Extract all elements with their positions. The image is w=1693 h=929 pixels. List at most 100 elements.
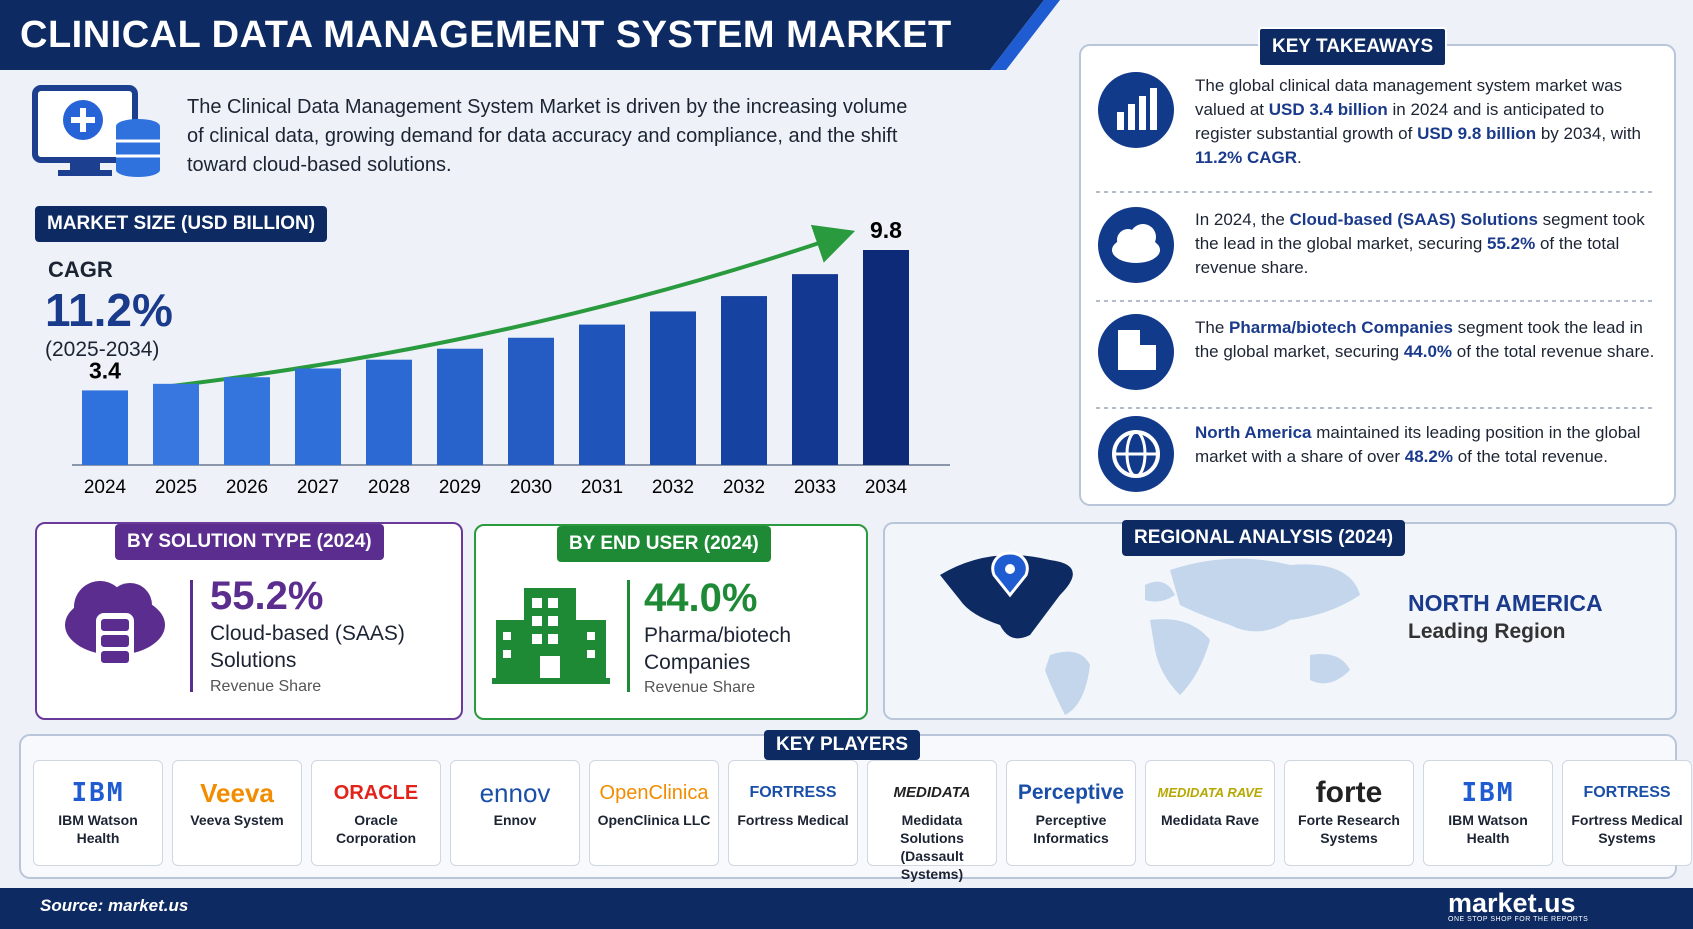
solution-sub: Revenue Share bbox=[210, 678, 322, 695]
bar bbox=[224, 377, 270, 465]
player-logo: ennov bbox=[479, 778, 551, 808]
player-logo: Veeva bbox=[200, 778, 274, 808]
player-name: Perceptive Informatics bbox=[1033, 812, 1109, 846]
text: of the total revenue. bbox=[1452, 447, 1608, 466]
end-user-sub: Revenue Share bbox=[644, 679, 756, 696]
player-card: ORACLE Oracle Corporation bbox=[311, 760, 441, 866]
solution-share: 55.2% bbox=[210, 574, 324, 618]
player-logo: FORTRESS bbox=[749, 784, 837, 801]
cagr-value: 11.2% bbox=[45, 284, 173, 336]
player-name: Medidata Solutions (Dassault Systems) bbox=[900, 812, 964, 882]
player-logo: Perceptive bbox=[1017, 781, 1125, 804]
player-logo: forte bbox=[1315, 776, 1383, 809]
player-card: IBM IBM Watson Health bbox=[1423, 760, 1553, 866]
highlight: Pharma/biotech Companies bbox=[1229, 318, 1453, 337]
x-tick-label: 2025 bbox=[155, 477, 197, 498]
text: in 2024 and is anticipated to register s… bbox=[1195, 100, 1605, 143]
cloud-db-icon bbox=[65, 581, 165, 668]
player-logo: OpenClinica bbox=[599, 782, 709, 804]
regional-sub: Leading Region bbox=[1408, 620, 1566, 643]
text: . bbox=[1297, 148, 1302, 167]
takeaway: The global clinical data management syst… bbox=[1195, 74, 1660, 170]
player-card: Perceptive Perceptive Informatics bbox=[1006, 760, 1136, 866]
bar bbox=[366, 359, 412, 465]
highlight: North America bbox=[1195, 423, 1312, 442]
brand: market.us bbox=[1448, 888, 1576, 918]
bar bbox=[508, 337, 554, 465]
takeaway: In 2024, the Cloud-based (SAAS) Solution… bbox=[1195, 208, 1660, 280]
end-user-title: BY END USER (2024) bbox=[557, 526, 771, 562]
player-name: Medidata Rave bbox=[1160, 812, 1260, 828]
bar bbox=[721, 296, 767, 465]
chart-title: MARKET SIZE (USD BILLION) bbox=[35, 206, 328, 242]
end-user-share: 44.0% bbox=[644, 576, 758, 620]
regional-region: NORTH AMERICA bbox=[1408, 590, 1603, 616]
intro: The Clinical Data Management System Mark… bbox=[187, 96, 908, 176]
bar bbox=[153, 383, 199, 465]
player-name: Veeva System bbox=[190, 812, 284, 828]
text: The global clinical data management syst… bbox=[1195, 76, 1623, 119]
x-tick-label: 2027 bbox=[297, 477, 339, 498]
player-name: Forte Research Systems bbox=[1298, 812, 1400, 846]
title: CLINICAL DATA MANAGEMENT SYSTEM MARKET bbox=[20, 14, 952, 56]
text: segment took the lead in the global mark… bbox=[1195, 318, 1643, 361]
bar bbox=[437, 348, 483, 465]
highlight: 55.2% bbox=[1487, 234, 1536, 253]
text: by 2034, with bbox=[1536, 124, 1641, 143]
player-logo: IBM bbox=[1461, 778, 1515, 808]
player-card: FORTRESS Fortress Medical bbox=[728, 760, 858, 866]
bar bbox=[650, 311, 696, 465]
trend-arrow bbox=[154, 224, 856, 390]
cagr-label: CAGR bbox=[48, 257, 113, 282]
x-tick-label: 2031 bbox=[581, 477, 623, 498]
x-tick-label: 2028 bbox=[368, 477, 410, 498]
text: The bbox=[1195, 318, 1230, 337]
world-map bbox=[940, 551, 1360, 715]
tagline: ONE STOP SHOP FOR THE REPORTS bbox=[1448, 916, 1589, 923]
x-tick-label: 2029 bbox=[439, 477, 481, 498]
highlight: Cloud-based (SAAS) Solutions bbox=[1289, 210, 1538, 229]
solution-title: BY SOLUTION TYPE (2024) bbox=[115, 524, 384, 560]
players-title: KEY PLAYERS bbox=[764, 730, 920, 760]
takeaway: The Pharma/biotech Companies segment too… bbox=[1195, 316, 1660, 364]
player-card: ennov Ennov bbox=[450, 760, 580, 866]
bar-chart: 2024 3.4 2025 2026 2027 2028 2029 2030 2031 2032 2… bbox=[72, 217, 950, 498]
highlight: 44.0% bbox=[1403, 342, 1453, 361]
player-logo: IBM bbox=[71, 778, 125, 808]
player-name: Fortress Medical bbox=[737, 812, 849, 828]
text: segment took the lead in the global mark… bbox=[1195, 210, 1645, 253]
takeaway: North America maintained its leading pos… bbox=[1195, 421, 1660, 469]
player-logo: FORTRESS bbox=[1583, 784, 1671, 801]
highlight: 11.2% CAGR bbox=[1195, 148, 1298, 167]
solution-label: Cloud-based (SAAS) Solutions bbox=[210, 622, 405, 672]
player-name: Ennov bbox=[493, 812, 537, 828]
highlight: USD 9.8 billion bbox=[1417, 124, 1537, 143]
player-card: MEDIDATA RAVE Medidata Rave bbox=[1145, 760, 1275, 866]
player-name: OpenClinica LLC bbox=[597, 812, 711, 828]
bar bbox=[295, 368, 341, 465]
regional-title: REGIONAL ANALYSIS (2024) bbox=[1122, 520, 1406, 556]
data-label: 3.4 bbox=[89, 357, 121, 383]
bar bbox=[792, 274, 838, 465]
x-tick-label: 2030 bbox=[510, 477, 552, 498]
text: of the total revenue share. bbox=[1452, 342, 1655, 361]
x-tick-label: 2026 bbox=[226, 477, 268, 498]
x-tick-label: 2034 bbox=[865, 477, 908, 498]
data-label: 9.8 bbox=[870, 217, 902, 243]
end-user-label: Pharma/biotech Companies bbox=[644, 624, 792, 674]
text: maintained its leading position in the g… bbox=[1195, 423, 1641, 466]
player-name: IBM Watson Health bbox=[1448, 812, 1528, 846]
bar bbox=[579, 324, 625, 465]
x-tick-label: 2024 bbox=[84, 477, 127, 498]
highlight: USD 3.4 billion bbox=[1268, 100, 1388, 119]
player-logo: ORACLE bbox=[333, 782, 419, 804]
player-name: Oracle Corporation bbox=[335, 812, 417, 846]
text: of the total revenue share. bbox=[1195, 234, 1620, 277]
takeaways-title: KEY TAKEAWAYS bbox=[1258, 27, 1448, 67]
text: In 2024, the bbox=[1195, 210, 1290, 229]
x-tick-label: 2032 bbox=[652, 477, 694, 498]
building-icon bbox=[492, 588, 610, 684]
highlight: 48.2% bbox=[1404, 447, 1453, 466]
player-card: FORTRESS Fortress Medical Systems bbox=[1562, 760, 1692, 866]
